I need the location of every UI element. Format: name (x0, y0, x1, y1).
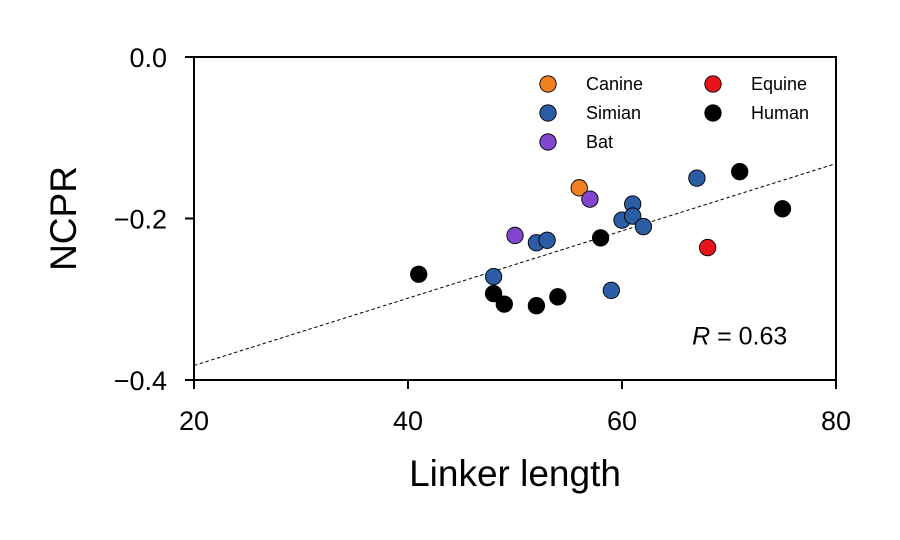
legend-marker (704, 75, 722, 93)
legend-label: Equine (751, 74, 807, 94)
correlation-annotation: R = 0.63 (692, 323, 787, 351)
point-human-8 (773, 200, 792, 218)
point-canine-1 (570, 179, 588, 197)
point-bat-2 (581, 190, 599, 208)
x-axis-label: Linker length (409, 453, 621, 494)
legend-item-human: Human (704, 103, 809, 123)
x-tick-label: 60 (607, 406, 637, 436)
annotation-rest: = 0.63 (710, 323, 787, 351)
point-simian-4 (602, 281, 620, 300)
point-human-4 (527, 297, 546, 315)
ticks-layer: 20 40 60 80 0.0 −0.2 −0.4 (114, 43, 851, 436)
point-simian-8 (634, 217, 653, 236)
y-tick-label: 0.0 (129, 43, 167, 73)
legend-marker (539, 133, 557, 151)
legend-item-simian: Simian (539, 103, 641, 123)
legend-marker (539, 75, 557, 93)
point-human-7 (731, 163, 749, 181)
point-bat-1 (506, 226, 524, 245)
y-axis-label: NCPR (43, 166, 84, 271)
legend-label: Simian (586, 103, 641, 123)
fit-line (194, 163, 836, 366)
point-human-6 (591, 229, 610, 247)
point-simian-1 (484, 267, 503, 286)
point-human-1 (410, 265, 428, 283)
point-human-3 (495, 295, 513, 313)
legend-label: Canine (586, 74, 643, 94)
x-tick-label: 20 (179, 406, 209, 436)
y-tick-label: −0.2 (114, 205, 167, 235)
x-tick-label: 40 (393, 406, 423, 436)
fit-layer (194, 163, 836, 366)
y-tick-label: −0.4 (114, 366, 167, 396)
legend-marker (539, 104, 557, 122)
point-simian-3 (538, 231, 556, 249)
legend-label: Human (751, 103, 809, 123)
point-simian-9 (688, 169, 706, 187)
legend-label: Bat (586, 132, 613, 152)
legend: Canine Simian Bat Equine Human (539, 74, 809, 152)
point-human-2 (484, 284, 503, 303)
point-equine-1 (698, 238, 717, 257)
point-human-5 (549, 288, 567, 306)
legend-item-bat: Bat (539, 132, 613, 152)
legend-item-equine: Equine (704, 74, 807, 94)
points-layer (410, 163, 792, 315)
x-tick-label: 80 (821, 406, 851, 436)
point-simian-7 (624, 207, 642, 225)
legend-marker (704, 104, 722, 122)
legend-item-canine: Canine (539, 74, 643, 94)
annotation-italic: R (692, 323, 710, 351)
